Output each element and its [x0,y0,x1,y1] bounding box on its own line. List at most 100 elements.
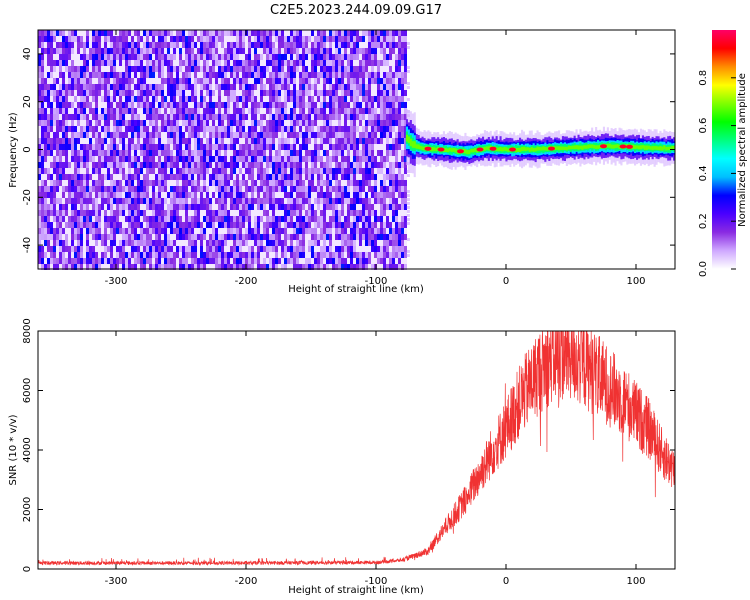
heatmap-cell [263,210,266,216]
heatmap-cell [128,156,131,162]
heatmap-cell [329,150,332,156]
heatmap-cell [128,186,131,192]
heatmap-cell [371,42,374,48]
heatmap-cell [335,42,338,48]
heatmap-cell [233,192,236,198]
heatmap-cell [326,96,329,102]
heatmap-cell [194,216,197,222]
heatmap-cell [122,264,125,270]
heatmap-cell [281,216,284,222]
heatmap-cell [128,264,131,270]
heatmap-cell [398,186,401,192]
heatmap-cell [281,264,284,270]
heatmap-cell [47,90,50,96]
heatmap-cell [65,216,68,222]
heatmap-cell [134,48,137,54]
heatmap-cell [164,216,167,222]
heatmap-cell [137,174,140,180]
heatmap-cell [170,36,173,42]
heatmap-cell [239,240,242,246]
heatmap-cell [59,126,62,132]
heatmap-cell [92,30,95,36]
heatmap-cell [317,54,320,60]
heatmap-cell [356,36,359,42]
heatmap-cell [383,90,386,96]
heatmap-cell [188,108,191,114]
heatmap-cell [77,210,80,216]
heatmap-cell [278,102,281,108]
heatmap-cell [212,240,215,246]
heatmap-cell [155,174,158,180]
heatmap-cell [203,108,206,114]
heatmap-cell [266,240,269,246]
heatmap-cell [152,168,155,174]
heatmap-cell [173,204,176,210]
heatmap-cell [80,216,83,222]
heatmap-cell [215,192,218,198]
heatmap-cell [56,192,59,198]
heatmap-cell [143,180,146,186]
heatmap-cell [95,132,98,138]
heatmap-cell [233,258,236,264]
heatmap-cell [53,78,56,84]
heatmap-cell [311,204,314,210]
heatmap-cell [194,126,197,132]
heatmap-cell [305,264,308,270]
heatmap-cell [158,204,161,210]
heatmap-cell [347,66,350,72]
heatmap-cell [164,186,167,192]
heatmap-cell [74,198,77,204]
heatmap-cell [119,174,122,180]
heatmap-cell [293,132,296,138]
heatmap-cell [53,144,56,150]
heatmap-cell [71,234,74,240]
heatmap-cell [308,216,311,222]
heatmap-cell [269,228,272,234]
heatmap-cell [170,60,173,66]
heatmap-cell [137,210,140,216]
heatmap-cell [350,48,353,54]
heatmap-cell [281,72,284,78]
heatmap-cell [275,114,278,120]
heatmap-cell [38,198,41,204]
heatmap-cell [191,30,194,36]
heatmap-cell [146,180,149,186]
heatmap-cell [377,228,380,234]
heatmap-cell [101,72,104,78]
heatmap-cell [110,144,113,150]
heatmap-cell [287,72,290,78]
heatmap-cell [143,144,146,150]
heatmap-cell [41,78,44,84]
heatmap-cell [119,30,122,36]
heatmap-cell [260,132,263,138]
heatmap-cell [323,90,326,96]
heatmap-cell [293,66,296,72]
heatmap-cell [266,54,269,60]
heatmap-cell [56,228,59,234]
heatmap-cell [173,174,176,180]
heatmap-cell [368,144,371,150]
heatmap-cell [59,228,62,234]
heatmap-cell [173,156,176,162]
heatmap-cell [395,162,398,168]
heatmap-cell [188,96,191,102]
heatmap-cell [122,48,125,54]
heatmap-cell [65,150,68,156]
heatmap-cell [44,186,47,192]
heatmap-cell [317,240,320,246]
heatmap-cell [347,168,350,174]
heatmap-cell [149,102,152,108]
heatmap-cell [212,234,215,240]
heatmap-cell [116,246,119,252]
heatmap-cell [77,198,80,204]
heatmap-cell [134,162,137,168]
heatmap-cell [218,102,221,108]
heatmap-cell [317,156,320,162]
heatmap-cell [209,84,212,90]
heatmap-cell [101,246,104,252]
heatmap-cell [248,84,251,90]
heatmap-cell [80,84,83,90]
heatmap-cell [143,102,146,108]
heatmap-cell [152,264,155,270]
heatmap-cell [155,204,158,210]
